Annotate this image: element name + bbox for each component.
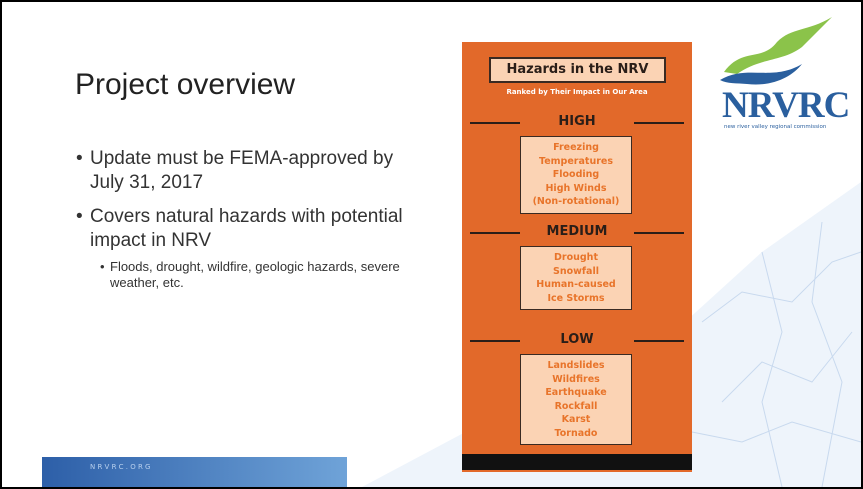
level-rule <box>470 232 520 234</box>
bullet: Update must be FEMA-approved by July 31,… <box>76 147 420 195</box>
level-box: Freezing Temperatures Flooding High Winds (N… <box>520 136 632 214</box>
sub-bullet: Floods, drought, wildfire, geologic haza… <box>100 259 420 291</box>
bullet-list: Update must be FEMA-approved by July 31,… <box>76 147 420 301</box>
hazard-item: Human-caused <box>536 279 616 290</box>
infographic: Hazards in the NRV Ranked by Their Impac… <box>462 42 692 472</box>
hazard-item: High Winds <box>545 182 607 194</box>
level-name: LOW <box>560 332 594 347</box>
hazard-item: Flooding <box>552 169 600 180</box>
hazard-item: Temperatures <box>539 155 613 167</box>
hazard-item: Landslides <box>547 360 605 371</box>
bullet: Covers natural hazards with potential im… <box>76 205 420 291</box>
level-rule <box>634 122 684 124</box>
bullet-text: Covers natural hazards with potential im… <box>90 206 403 251</box>
hazard-item: Karst <box>561 414 591 425</box>
level-name: MEDIUM <box>546 224 608 239</box>
hazard-item: Drought <box>554 252 598 263</box>
footer-bar: N R V R C . O R G <box>42 457 347 487</box>
infographic-footer-bar <box>462 454 692 470</box>
slide-title: Project overview <box>75 68 296 101</box>
level-rule <box>634 340 684 342</box>
logo-name: NRVRC <box>722 85 850 126</box>
hazard-item: (Non-rotational) <box>532 196 620 207</box>
hazard-item: Ice Storms <box>547 292 605 304</box>
level-rule <box>634 232 684 234</box>
hazard-item: Freezing <box>553 142 599 153</box>
hazard-item: Earthquake <box>545 387 607 398</box>
hazard-item: Snowfall <box>553 265 599 277</box>
hazard-item: Rockfall <box>554 400 598 412</box>
hazard-item: Wildfires <box>552 373 600 385</box>
hazard-item: Tornado <box>554 427 598 439</box>
infographic-subtitle: Ranked by Their Impact in Our Area <box>506 88 648 96</box>
level-rule <box>470 122 520 124</box>
level-rule <box>470 340 520 342</box>
bullet-text: Update must be FEMA-approved by July 31,… <box>90 148 394 193</box>
infographic-title: Hazards in the NRV <box>489 57 666 83</box>
logo-tagline: new river valley regional commission <box>724 124 827 130</box>
level-box: Landslides Wildfires Earthquake Rockfall Kar… <box>520 354 632 445</box>
level-name: HIGH <box>558 114 596 129</box>
level-box: Drought Snowfall Human-caused Ice Storms <box>520 246 632 310</box>
